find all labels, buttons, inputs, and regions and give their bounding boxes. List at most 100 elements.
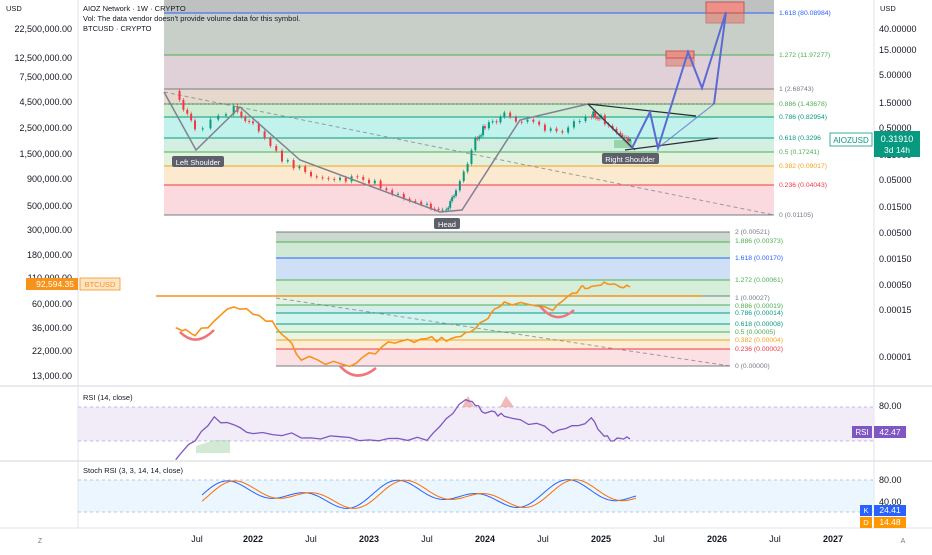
right-tick: 5.00000: [879, 70, 912, 80]
aioz-candle: [190, 113, 193, 121]
stoch-d-symbol-bg: [860, 517, 872, 528]
aioz-candle: [578, 121, 581, 123]
projection-alt: [631, 103, 715, 150]
triangle-lower-line[interactable]: [624, 137, 719, 151]
stoch-d-badge[interactable]: [874, 517, 906, 528]
right-tick: 0.00150: [879, 254, 912, 264]
aioz-candle: [224, 114, 227, 116]
aioz-candle: [584, 116, 587, 122]
time-axis[interactable]: Jul 2022 Jul 2023 Jul 2024 Jul 2025 Jul …: [191, 534, 843, 544]
btc-price-badge[interactable]: 92,594.35 BTCUSD: [26, 277, 121, 291]
aioz-candle: [520, 121, 523, 123]
aioz-candle: [217, 115, 220, 120]
fib2-label-1618: 1.618 (0.00170): [735, 255, 783, 262]
aioz-candle: [420, 201, 423, 205]
fib-top-bands[interactable]: [163, 0, 775, 216]
aioz-candle: [252, 121, 254, 124]
aioz-candle: [555, 128, 558, 132]
left-shoulder-label[interactable]: Left Shoulder: [172, 156, 224, 167]
aioz-candle: [567, 127, 570, 133]
rsi-title[interactable]: RSI (14, close): [83, 393, 133, 402]
btc-line-path[interactable]: [175, 281, 631, 368]
left-shoulder-text: Left Shoulder: [176, 158, 221, 167]
aioz-candle: [619, 132, 622, 135]
fib2-label-1: 1 (0.00027): [735, 295, 770, 302]
time-label: 2023: [359, 534, 379, 544]
aioz-candle: [275, 146, 278, 151]
btc-compare-title[interactable]: BTCUSD · CRYPTO: [83, 24, 152, 33]
stoch-d-symbol: D: [863, 518, 869, 527]
aioz-candle: [549, 128, 552, 131]
fib2-band-1272-1: [276, 280, 730, 296]
aioz-candle: [445, 209, 448, 211]
aioz-candle: [499, 116, 502, 123]
aioz-candle: [451, 197, 454, 202]
right-axis-unit: USD: [880, 4, 896, 13]
rsi-value-badge[interactable]: [874, 426, 906, 438]
fib2-label-0786: 0.786 (0.00014): [735, 310, 783, 317]
right-tick: 0.05000: [879, 175, 912, 185]
aioz-candle: [482, 126, 485, 136]
aioz-candle: [391, 190, 394, 195]
aioz-candles[interactable]: [178, 88, 631, 213]
stoch-title[interactable]: Stoch RSI (3, 3, 14, 14, close): [83, 466, 184, 475]
aioz-candle: [429, 203, 432, 209]
fib-band-above-1618: [164, 0, 774, 13]
aioz-candle: [356, 176, 359, 178]
aioz-symbol-text: AIOZUSD: [833, 136, 869, 145]
triangle-upper-line[interactable]: [587, 103, 697, 117]
aioz-candle: [484, 126, 486, 129]
left-tick: 60,000.00: [32, 299, 72, 309]
aioz-candle: [379, 180, 382, 189]
left-axis-ticks[interactable]: 22,500,000.00 12,500,000.00 7,500,000.00…: [14, 24, 72, 381]
target-box-mid-lower[interactable]: [665, 57, 695, 67]
time-label: Jul: [653, 534, 665, 544]
aioz-candle: [532, 119, 535, 122]
left-tick: 500,000.00: [27, 201, 72, 211]
auto-scale-icon[interactable]: A: [901, 538, 906, 545]
right-tick: 0.00500: [879, 228, 912, 238]
aioz-candle: [561, 131, 564, 133]
entry-box[interactable]: [614, 140, 632, 148]
symbol-title[interactable]: AIOZ Network · 1W · CRYPTO: [83, 4, 186, 13]
aioz-candle: [611, 125, 614, 129]
aioz-candle: [373, 180, 376, 184]
fib2-label-0382: 0.382 (0.00004): [735, 337, 783, 344]
aioz-candle: [598, 118, 601, 120]
fib-btc-bands[interactable]: [275, 231, 731, 367]
fib2-band-1-0886: [276, 296, 730, 305]
head-label[interactable]: Head: [434, 218, 460, 229]
stoch-lines[interactable]: [201, 479, 637, 509]
aioz-candle: [447, 207, 450, 210]
stoch-d-path[interactable]: [201, 479, 637, 509]
fib2-band-0382-0236: [276, 340, 730, 349]
aioz-candle: [248, 120, 251, 122]
time-label: Jul: [191, 534, 203, 544]
btc-price-line[interactable]: [175, 281, 631, 368]
head-and-shoulders-outline[interactable]: [163, 91, 633, 213]
timezone-icon[interactable]: Z: [38, 538, 43, 545]
stoch-k-badge[interactable]: [874, 505, 906, 516]
time-label: 2025: [591, 534, 611, 544]
aioz-price-badge[interactable]: AIOZUSD 0.31910 3d 14h: [829, 131, 920, 157]
btc-symbol-text: BTCUSD: [85, 280, 116, 289]
right-shoulder-text: Right Shoulder: [605, 155, 655, 164]
aioz-candle: [286, 160, 289, 162]
rsi-path[interactable]: [175, 398, 631, 461]
right-axis-ticks[interactable]: 40.00000 15.00000 5.00000 1.50000 0.5000…: [879, 24, 917, 362]
left-tick: 22,500,000.00: [14, 24, 72, 34]
fib2-label-0236: 0.236 (0.00002): [735, 346, 783, 353]
fib2-label-05: 0.5 (0.00005): [735, 329, 775, 336]
target-box-top-upper[interactable]: [705, 1, 745, 14]
fib2-band-05-0382: [276, 332, 730, 340]
stoch-d-value: 14.48: [879, 517, 901, 527]
rsi-line[interactable]: [175, 396, 631, 461]
time-label: Jul: [769, 534, 781, 544]
aioz-candle: [603, 115, 606, 125]
fib2-band-0236-0: [276, 349, 730, 366]
right-shoulder-label[interactable]: Right Shoulder: [602, 153, 659, 164]
fib2-label-0618: 0.618 (0.00008): [735, 321, 783, 328]
aioz-candle: [426, 203, 428, 205]
